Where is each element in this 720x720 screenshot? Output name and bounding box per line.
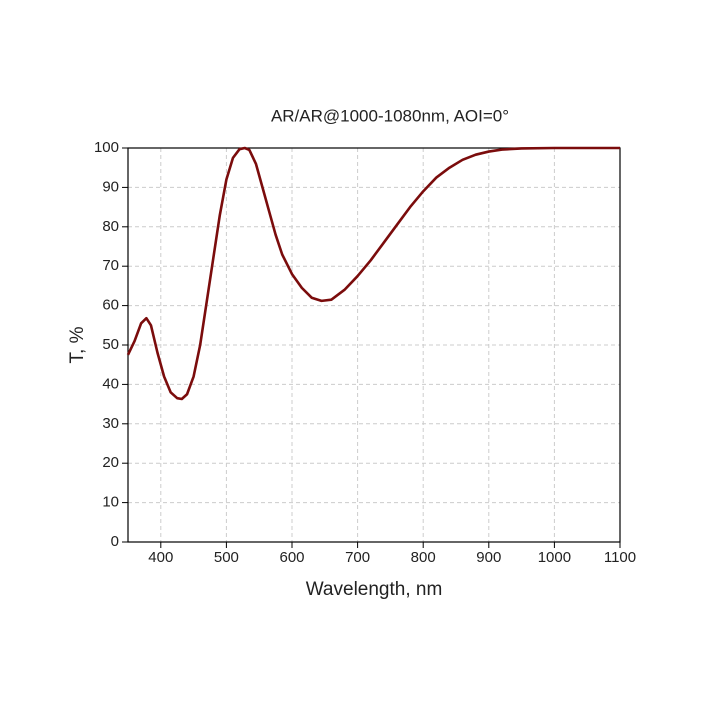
y-tick-label: 50 — [102, 336, 119, 353]
x-tick-label: 900 — [476, 549, 501, 566]
plot-frame — [127, 147, 621, 543]
x-tick-label: 700 — [345, 549, 370, 566]
y-tick-label: 10 — [102, 494, 119, 511]
y-tick-label: 90 — [102, 178, 119, 195]
y-tick-label: 80 — [102, 218, 119, 235]
data-line — [126, 146, 620, 401]
y-tick-label: 0 — [111, 533, 119, 550]
x-tick-label: 1000 — [538, 549, 571, 566]
chart-title: AR/AR@1000-1080nm, AOI=0° — [271, 106, 509, 125]
y-tick-label: 30 — [102, 415, 119, 432]
y-tick-label: 100 — [94, 139, 119, 156]
y-tick-label: 40 — [102, 375, 119, 392]
x-tick-label: 400 — [148, 549, 173, 566]
y-tick-label: 20 — [102, 454, 119, 471]
x-tick-label: 600 — [279, 549, 304, 566]
x-tick-label: 500 — [214, 549, 239, 566]
x-axis-label: Wavelength, nm — [306, 579, 443, 600]
y-tick-label: 60 — [102, 297, 119, 314]
y-axis-label: T, % — [67, 326, 88, 363]
x-tick-label: 1100 — [604, 549, 636, 566]
x-tick-label: 800 — [411, 549, 436, 566]
y-tick-label: 70 — [102, 257, 119, 274]
